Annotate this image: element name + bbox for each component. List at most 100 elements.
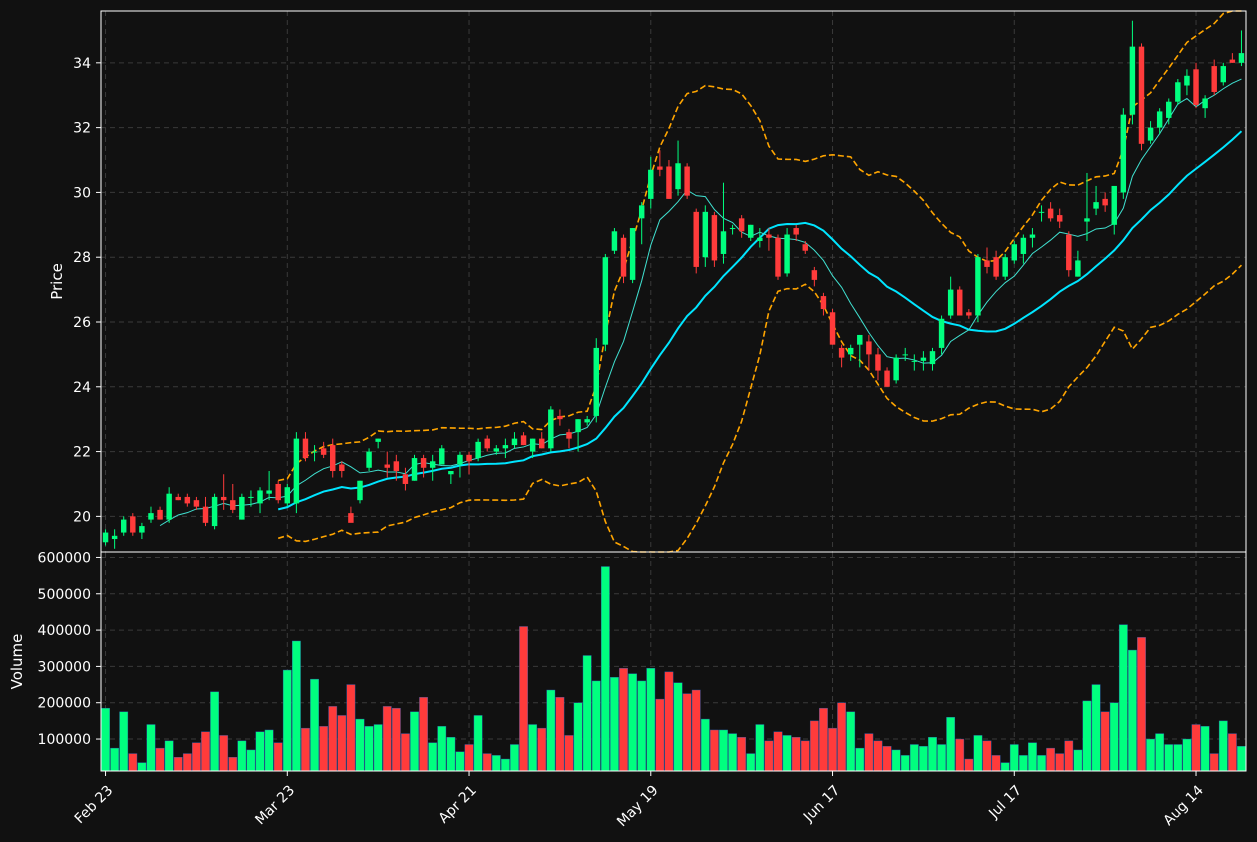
volume-bar [728, 733, 737, 772]
candle-body [493, 448, 500, 452]
volume-bar [110, 747, 120, 772]
candle-body [120, 519, 127, 533]
volume-bar [291, 640, 301, 772]
price-tick-label: 26 [73, 315, 91, 331]
volume-bar [1237, 746, 1246, 772]
volume-bar [1018, 755, 1028, 772]
volume-bar [682, 693, 692, 772]
volume-bar [146, 724, 156, 772]
volume-bar [419, 697, 428, 772]
candle-body [875, 354, 881, 371]
volume-bar [473, 715, 483, 772]
candle-body [793, 228, 799, 235]
volume-bar [773, 731, 783, 772]
candle-body [211, 496, 218, 527]
volume-y-ticks: 100000 200000 300000 400000 500000 600000 [38, 550, 101, 748]
volume-bar [846, 711, 856, 772]
volume-bar [819, 707, 828, 772]
volume-bar [619, 668, 628, 772]
volume-bar [382, 706, 392, 772]
candle-body [139, 526, 145, 533]
candle-body [720, 231, 727, 254]
volume-bar [864, 733, 874, 772]
volume-bar [1028, 742, 1037, 772]
candle-body [702, 211, 709, 258]
candle-body [802, 244, 808, 251]
candle-body [811, 270, 818, 280]
candle-body [711, 215, 718, 261]
volume-bar [546, 689, 556, 772]
volume-bar [673, 682, 683, 772]
price-tick-label: 32 [73, 121, 91, 137]
candle-body [829, 312, 836, 345]
volume-bar [528, 724, 538, 772]
volume-bar [455, 751, 465, 772]
volume-bar [319, 726, 329, 772]
candle-body [1211, 66, 1217, 92]
volume-bar [800, 740, 810, 772]
volume-bar [919, 746, 928, 772]
candle-body [1238, 53, 1245, 63]
volume-bar [746, 753, 756, 772]
volume-bar [582, 655, 592, 772]
candle-body [1047, 208, 1054, 219]
candle-body [966, 312, 972, 316]
volume-bar [837, 702, 846, 772]
volume-bar [1109, 702, 1119, 772]
candle-body [166, 493, 172, 520]
volume-bar [355, 718, 365, 772]
volume-bar [482, 753, 492, 772]
volume-bar [900, 755, 910, 772]
candle-body [629, 228, 636, 280]
volume-bar [491, 755, 501, 772]
candle-body [220, 496, 227, 501]
candle-body [484, 438, 490, 449]
volume-bar [937, 744, 946, 772]
candle-body [357, 480, 363, 501]
volume-bar [1055, 753, 1065, 772]
volume-bar [1000, 762, 1010, 772]
candle-body [884, 370, 890, 387]
candle-body [393, 461, 400, 472]
volume-bar [782, 735, 792, 772]
candle-body [148, 513, 154, 520]
volume-bar [228, 756, 238, 772]
candle-body [1147, 127, 1154, 141]
price-y-axis-label: Price [48, 263, 66, 300]
volume-tick-label: 100000 [38, 732, 91, 748]
volume-bar [437, 726, 447, 772]
candle-body [1138, 46, 1145, 144]
candle-body [775, 237, 781, 277]
candle-body [184, 496, 191, 504]
candle-body [584, 419, 590, 423]
candle-body [366, 451, 372, 468]
price-tick-label: 20 [73, 509, 91, 525]
candle-body [1084, 218, 1090, 222]
volume-bar [737, 737, 747, 772]
candle-body [911, 360, 918, 362]
volume-panel: 100000 200000 300000 400000 500000 600000 Vol… [8, 550, 1247, 830]
candle-body [766, 234, 772, 238]
volume-bar [1137, 637, 1146, 772]
candle-body [748, 224, 754, 238]
candle-body [130, 516, 136, 533]
volume-bar [955, 738, 965, 772]
candle-body [857, 334, 863, 345]
candlesticks [102, 20, 1245, 549]
volume-grid [101, 552, 1246, 771]
volume-bar [1118, 624, 1128, 772]
volume-bar [991, 755, 1001, 772]
volume-panel-frame [100, 551, 1247, 772]
candle-body [929, 351, 936, 365]
candle-body [266, 490, 272, 494]
candle-body [1220, 66, 1227, 83]
candle-body [638, 205, 645, 219]
price-tick-label: 34 [73, 56, 91, 72]
candle-body [411, 458, 418, 481]
volume-tick-label: 500000 [38, 587, 91, 603]
volume-bar [401, 733, 410, 772]
volume-bar [628, 673, 637, 772]
candle-body [502, 445, 509, 449]
candle-body [439, 448, 445, 465]
candle-body [975, 257, 981, 316]
